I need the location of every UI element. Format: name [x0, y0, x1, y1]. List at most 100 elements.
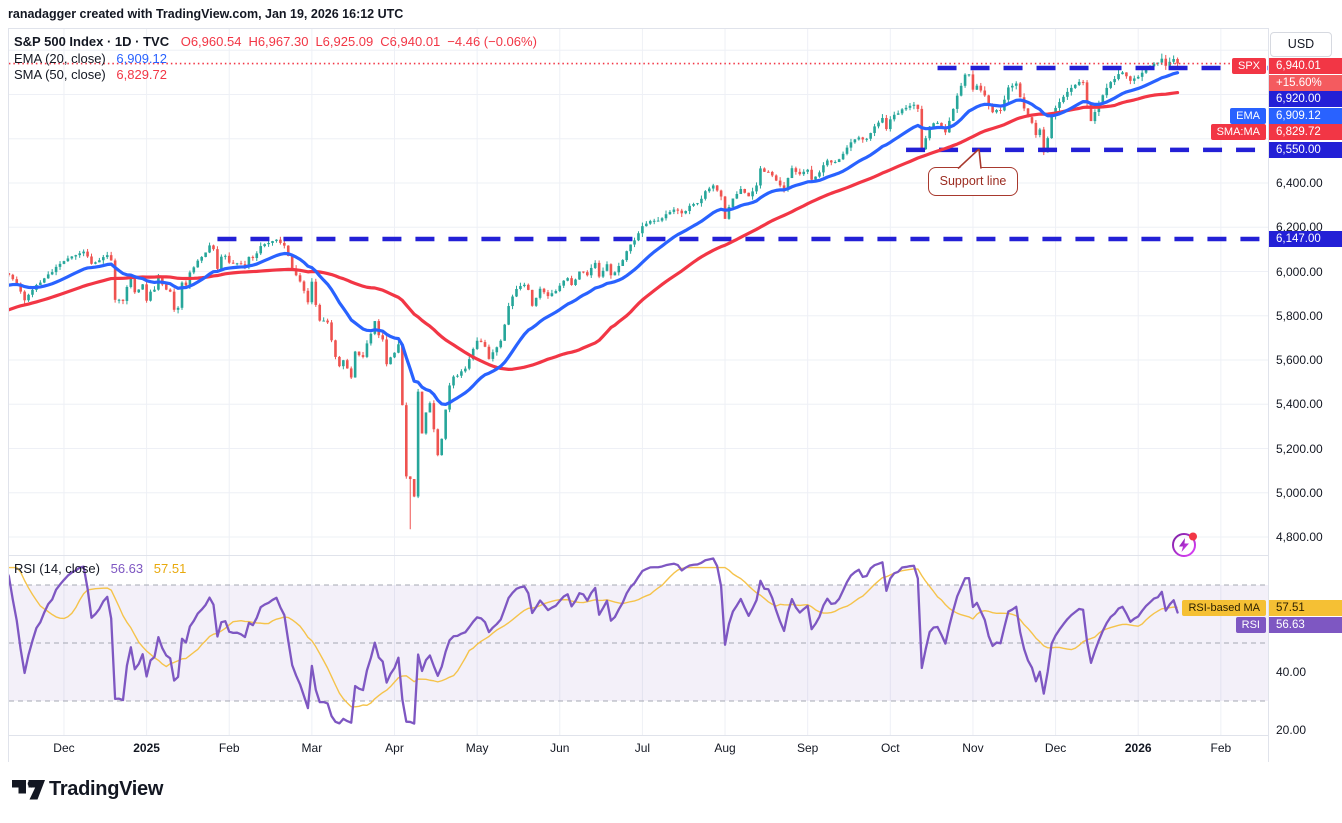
candle [121, 299, 125, 301]
candle [1140, 72, 1144, 77]
price-pane[interactable] [9, 28, 1268, 555]
flash-icon[interactable] [1169, 530, 1203, 564]
candle [885, 117, 888, 130]
candle [420, 391, 424, 434]
rsi-ma-tag: RSI-based MA [1182, 600, 1266, 616]
candle [755, 185, 758, 192]
sma-tag: SMA:MA [1210, 124, 1266, 140]
candle [408, 476, 412, 480]
candle [735, 194, 739, 199]
candle [227, 255, 231, 263]
price-axis-label: 5,600.00 [1276, 353, 1323, 367]
candle [904, 107, 908, 110]
time-axis-separator [8, 735, 1342, 736]
candle [767, 171, 770, 173]
candle [873, 126, 876, 134]
candle [200, 256, 203, 261]
rsi-value: 56.63 [110, 561, 144, 576]
candle [192, 267, 196, 273]
symbol-legend-row[interactable]: S&P 500 Index · 1D · TVC O6,960.54 H6,967… [14, 34, 544, 49]
candle [314, 281, 318, 305]
support-line-callout[interactable]: Support line [928, 167, 1018, 196]
candle [912, 104, 916, 106]
candle [759, 168, 762, 186]
candle [46, 274, 50, 279]
candle [782, 185, 786, 190]
time-axis-label-2025: 2025 [133, 741, 160, 755]
candle [1085, 82, 1089, 104]
candle [231, 262, 235, 264]
candle [243, 264, 247, 266]
candle [1117, 74, 1120, 80]
candle [428, 403, 432, 413]
candle [15, 279, 19, 284]
candle [271, 241, 274, 243]
candle [983, 90, 987, 96]
candle [416, 391, 420, 497]
candle [50, 272, 54, 275]
candle [786, 178, 790, 190]
candle [774, 175, 778, 181]
candle [932, 123, 935, 127]
candle [652, 220, 656, 222]
candle [1160, 58, 1164, 63]
candle [810, 169, 813, 180]
candle [503, 324, 506, 341]
rsi-axis-label: 40.00 [1276, 665, 1307, 679]
sma-legend-row[interactable]: SMA (50, close) 6,829.72 [14, 67, 167, 82]
candle [78, 253, 81, 256]
candle [460, 371, 463, 376]
candle [790, 168, 794, 179]
candle [1113, 79, 1116, 83]
candle [1176, 59, 1179, 64]
candle [440, 438, 444, 456]
candle [550, 293, 554, 297]
candle [668, 211, 672, 215]
candle [1062, 96, 1065, 103]
candle [495, 347, 499, 353]
candle [208, 245, 211, 253]
candle [58, 263, 62, 267]
symbol-title: S&P 500 Index · 1D · TVC [14, 34, 170, 49]
ema-tag: EMA [1230, 107, 1266, 124]
candle [70, 256, 74, 259]
candle [1168, 61, 1171, 66]
time-axis-label-feb: Feb [1210, 741, 1232, 755]
footer: TradingView [0, 762, 1342, 823]
candle [826, 160, 829, 166]
candle [263, 244, 266, 247]
candle [645, 223, 648, 227]
candle [267, 242, 270, 245]
candle [829, 160, 833, 163]
rsi-legend-row[interactable]: RSI (14, close) 56.63 57.51 [14, 561, 186, 576]
time-axis-label-jun: Jun [550, 741, 570, 755]
candle [975, 85, 979, 90]
sma-badge: 6,829.72 [1269, 124, 1342, 140]
rsi-pane[interactable] [9, 555, 1268, 735]
currency-button[interactable]: USD [1270, 32, 1332, 57]
candle [889, 119, 892, 130]
candle [1010, 85, 1014, 88]
candle [401, 344, 404, 406]
candle [322, 320, 325, 322]
candle [168, 289, 172, 292]
ema-legend-row[interactable]: EMA (20, close) 6,909.12 [14, 51, 167, 66]
candle [818, 172, 821, 177]
candle [491, 352, 495, 359]
candle [11, 274, 15, 280]
candle [1121, 72, 1124, 75]
candle [1105, 87, 1109, 96]
candle [617, 265, 621, 273]
candle [487, 346, 491, 359]
candle [747, 192, 750, 197]
candle [680, 210, 684, 214]
candle [345, 360, 349, 369]
candle [845, 147, 849, 154]
candle [286, 245, 290, 256]
candle [944, 127, 947, 133]
price-axis-label: 5,800.00 [1276, 308, 1323, 323]
candle [452, 376, 455, 386]
candle [928, 126, 931, 139]
candle [684, 211, 687, 214]
